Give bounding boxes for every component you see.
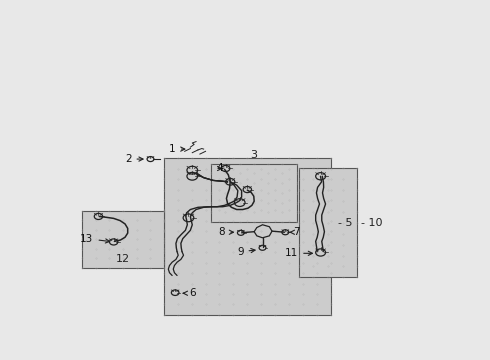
Text: 1: 1 — [170, 144, 185, 154]
Bar — [211, 164, 297, 222]
Text: 3: 3 — [250, 150, 257, 159]
Bar — [298, 168, 358, 278]
Text: - 5: - 5 — [339, 219, 353, 228]
Text: 4: 4 — [217, 163, 223, 174]
Bar — [82, 211, 164, 268]
Text: 9: 9 — [237, 247, 255, 257]
Text: 7: 7 — [290, 227, 299, 237]
Text: 6: 6 — [183, 288, 196, 298]
Text: 13: 13 — [80, 234, 110, 244]
Text: 8: 8 — [219, 227, 233, 237]
Text: 11: 11 — [285, 248, 313, 258]
Text: - 10: - 10 — [361, 218, 383, 228]
Text: 12: 12 — [116, 253, 130, 264]
Text: 2: 2 — [125, 154, 143, 164]
Bar — [164, 158, 331, 315]
